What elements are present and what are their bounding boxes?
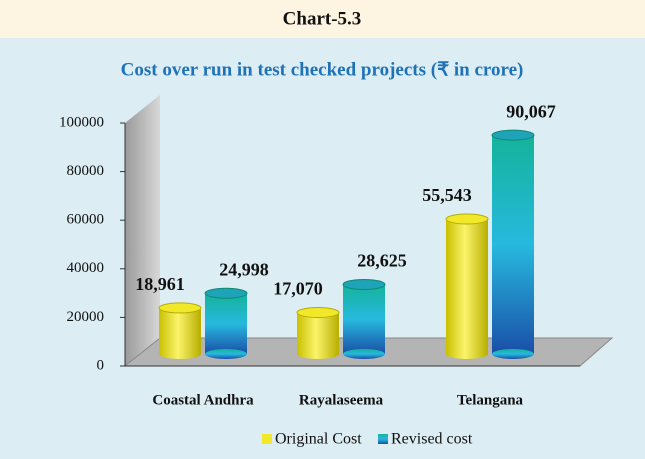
bar-base: [492, 349, 534, 359]
legend-label: Original Cost: [275, 431, 362, 448]
bar: [343, 284, 385, 354]
bar-base: [446, 349, 488, 359]
bar-top: [204, 287, 248, 299]
bar-top: [342, 278, 386, 290]
bar: [205, 293, 247, 354]
back-wall: [125, 95, 160, 366]
legend-label: Revised cost: [391, 431, 473, 448]
bar-base: [205, 349, 247, 359]
y-tick-label: 20000: [67, 309, 105, 325]
header-band: [0, 0, 645, 38]
chart-title: Cost over run in test checked projects (…: [121, 59, 524, 80]
data-label: 18,961: [135, 274, 185, 294]
x-tick-label: Rayalaseema: [299, 392, 384, 408]
legend-swatch: [262, 434, 272, 444]
bar-base: [297, 349, 339, 359]
y-tick-label: 100000: [59, 114, 104, 130]
bar: [446, 219, 488, 354]
data-label: 28,625: [357, 251, 407, 271]
bar-top: [158, 302, 202, 314]
y-tick-label: 80000: [67, 163, 105, 179]
bar-base: [343, 349, 385, 359]
bar: [492, 135, 534, 354]
bar-base: [159, 349, 201, 359]
bar: [159, 307, 201, 354]
data-label: 90,067: [506, 101, 556, 121]
x-tick-label: Coastal Andhra: [152, 392, 254, 408]
y-tick-label: 60000: [67, 212, 105, 228]
y-tick-label: 0: [97, 357, 105, 373]
data-label: 24,998: [219, 259, 269, 279]
y-tick-label: 40000: [67, 260, 105, 276]
plot-background: [0, 38, 645, 459]
chart-label: Chart-5.3: [283, 8, 362, 29]
bar: [297, 312, 339, 354]
legend-swatch: [378, 434, 388, 444]
data-label: 17,070: [273, 279, 323, 299]
bar-top: [296, 307, 340, 319]
bar-top: [445, 213, 489, 225]
x-tick-label: Telangana: [457, 392, 524, 408]
data-label: 55,543: [422, 185, 472, 205]
bar-top: [491, 129, 535, 141]
